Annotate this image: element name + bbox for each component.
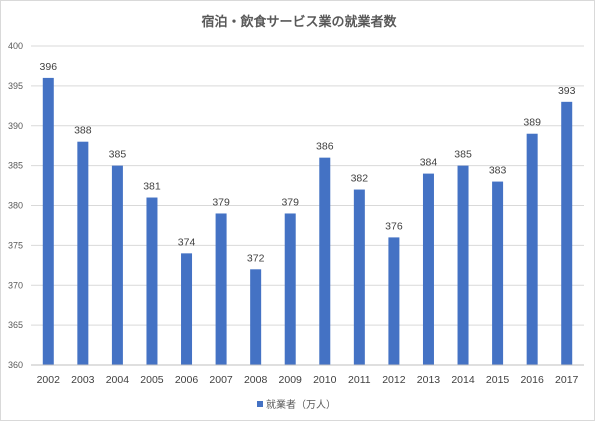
y-tick-label: 360 [8,360,23,370]
bars [42,77,573,366]
data-label: 372 [247,252,265,264]
bar [284,213,296,365]
data-label: 386 [316,141,334,153]
bar [457,165,469,365]
data-label: 379 [212,196,230,208]
y-tick-label: 390 [8,121,23,131]
data-label: 376 [385,220,403,232]
bar [353,189,365,365]
bar [42,77,54,366]
bar [319,157,331,365]
bar [388,237,400,365]
data-label: 382 [351,173,369,185]
x-tick-label: 2013 [417,374,441,386]
x-tick-label: 2010 [313,374,337,386]
data-label: 374 [178,236,196,248]
x-tick-label: 2006 [175,374,199,386]
chart-title: 宿泊・飲食サービス業の就業者数 [201,14,397,30]
x-tick-label: 2017 [555,374,579,386]
x-axis-tick-labels: 2002 2003 2004 2005 2006 2007 2008 2009 2010 2011… [37,374,579,386]
data-label: 383 [489,165,507,177]
x-tick-label: 2002 [37,374,61,386]
data-label: 393 [558,85,576,97]
y-tick-label: 400 [8,41,23,51]
data-label: 385 [109,149,127,161]
y-tick-label: 365 [8,320,23,330]
gridlines [31,45,584,326]
x-tick-label: 2016 [520,374,544,386]
bar [181,253,193,365]
data-label: 388 [74,125,92,137]
bar [422,173,434,365]
x-tick-label: 2005 [140,374,164,386]
legend: 就業者（万人） [257,398,336,411]
legend-swatch [257,401,263,407]
x-tick-label: 2011 [348,374,371,386]
x-tick-label: 2003 [71,374,95,386]
data-labels: 396 388 385 381 374 379 372 379 386 382 376 384 385 3… [40,61,576,264]
y-tick-label: 380 [8,201,23,211]
y-tick-label: 395 [8,81,23,91]
bar [111,165,123,365]
x-tick-label: 2015 [486,374,510,386]
bar [526,133,538,365]
data-label: 396 [40,61,58,73]
legend-label: 就業者（万人） [266,398,336,411]
x-tick-label: 2014 [451,374,475,386]
y-tick-label: 375 [8,240,23,250]
data-label: 385 [454,149,472,161]
data-label: 389 [523,117,541,129]
bar [561,101,573,365]
bar [250,269,262,365]
bar [146,197,158,365]
data-label: 379 [281,196,299,208]
x-tick-label: 2009 [279,374,303,386]
bar [215,213,227,365]
y-tick-label: 385 [8,161,23,171]
data-label: 381 [143,181,161,193]
y-tick-label: 370 [8,280,23,290]
x-tick-label: 2004 [106,374,130,386]
x-tick-label: 2007 [209,374,233,386]
data-label: 384 [420,157,438,169]
bar [492,181,504,365]
bar [77,141,89,365]
y-axis-tick-labels: 360 365 370 375 380 385 390 395 400 [8,41,23,370]
x-tick-label: 2008 [244,374,268,386]
x-tick-label: 2012 [382,374,406,386]
